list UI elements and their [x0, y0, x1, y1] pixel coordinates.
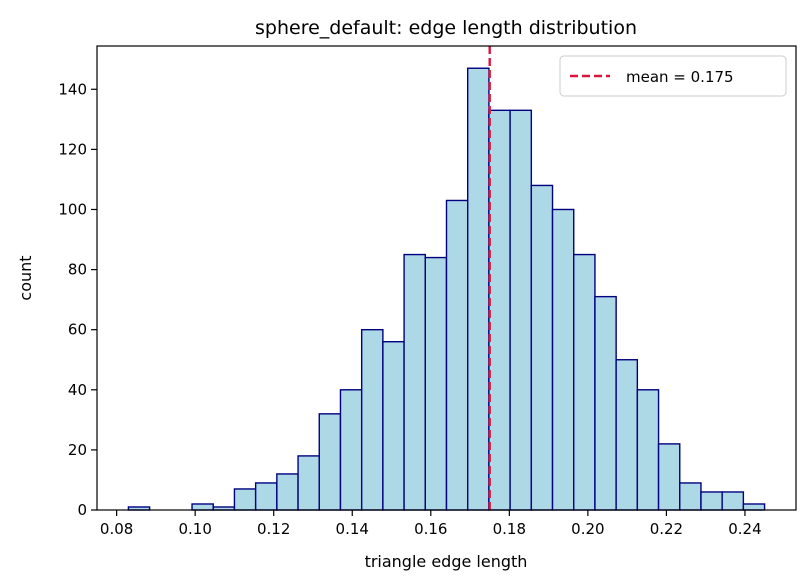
histogram-bar: [318, 413, 342, 511]
legend-mean-label: mean = 0.175: [626, 68, 734, 86]
y-tick-label: 100: [58, 200, 87, 218]
x-tick-label: 0.08: [100, 520, 133, 538]
x-tick-label: 0.10: [178, 520, 211, 538]
histogram-bar: [191, 503, 214, 511]
histogram-bar: [636, 389, 660, 511]
x-axis-label: triangle edge length: [365, 552, 528, 571]
x-tick-label: 0.20: [571, 520, 604, 538]
histogram-bar: [254, 482, 278, 511]
bars-group: [127, 67, 766, 511]
histogram-bar: [573, 253, 596, 511]
y-tick-label: 0: [77, 501, 87, 519]
y-tick-label: 80: [68, 261, 87, 279]
histogram-bar: [403, 253, 426, 511]
histogram-bar: [530, 184, 554, 511]
plot-frame: [96, 45, 797, 511]
histogram-bar: [509, 109, 533, 511]
histogram-bar: [551, 208, 575, 511]
histogram-bar: [382, 341, 405, 511]
histogram-bar: [233, 488, 257, 511]
x-axis-ticks: 0.08 0.10 0.12 0.14 0.16 0.18 0.20 0.22 0.24: [100, 510, 762, 538]
histogram-bar: [488, 109, 511, 511]
x-tick-label: 0.16: [414, 520, 447, 538]
x-tick-label: 0.22: [650, 520, 683, 538]
x-tick-label: 0.18: [493, 520, 526, 538]
y-axis-label: count: [16, 255, 35, 300]
chart-title: sphere_default: edge length distribution: [255, 17, 637, 39]
x-tick-label: 0.14: [336, 520, 369, 538]
histogram-bar: [742, 503, 766, 511]
histogram-bar: [467, 67, 490, 511]
histogram-bar: [615, 359, 639, 511]
histogram-bar: [339, 389, 363, 511]
y-tick-label: 20: [68, 441, 87, 459]
legend-box: [559, 55, 787, 97]
y-tick-label: 120: [58, 140, 87, 158]
histogram-bar: [721, 491, 745, 511]
histogram-bar: [700, 491, 723, 511]
y-tick-label: 140: [58, 80, 87, 98]
histogram-bar: [424, 256, 448, 511]
histogram-bar: [594, 295, 617, 511]
histogram-bar: [679, 482, 702, 511]
y-axis-ticks: 0 20 40 60 80 100 120 140: [58, 80, 97, 519]
legend: mean = 0.175: [559, 55, 787, 97]
y-tick-label: 40: [68, 381, 87, 399]
histogram-bar: [360, 328, 384, 511]
histogram-bar: [297, 455, 320, 511]
y-tick-label: 60: [68, 321, 87, 339]
histogram-bar: [445, 199, 469, 511]
x-tick-label: 0.12: [257, 520, 290, 538]
histogram-bar: [276, 473, 299, 511]
histogram-bar: [657, 443, 681, 511]
x-tick-label: 0.24: [728, 520, 761, 538]
